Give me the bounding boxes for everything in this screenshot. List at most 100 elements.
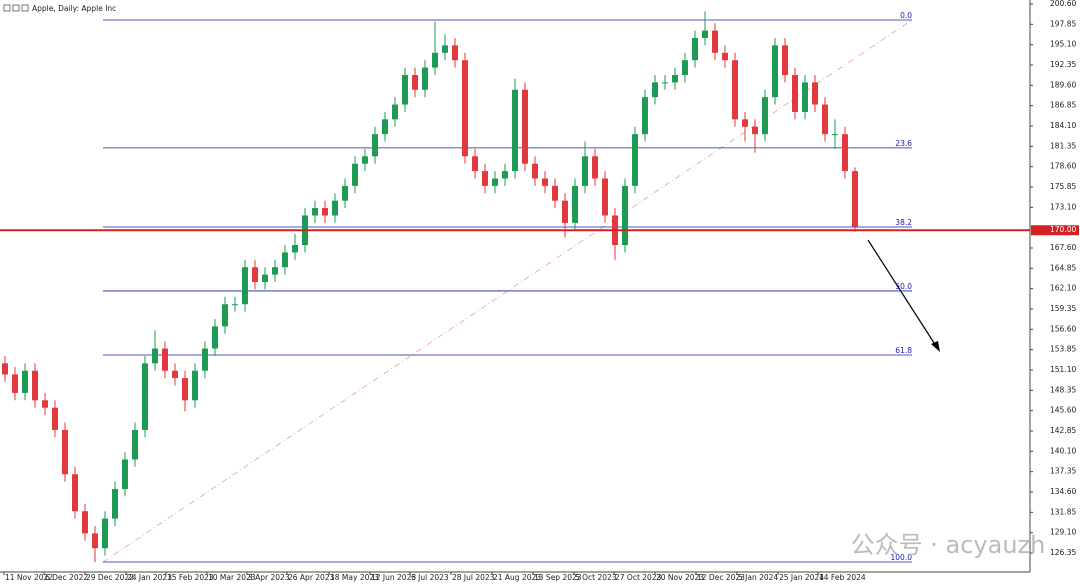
y-tick-label: 134.60 — [1050, 487, 1076, 496]
chart-title: Apple, Daily: Apple Inc — [32, 4, 116, 13]
candle-body — [742, 119, 748, 127]
y-tick-label: 184.10 — [1050, 121, 1076, 130]
candle-body — [262, 274, 268, 283]
candle-body — [312, 208, 318, 216]
fib-label: 100.0 — [891, 553, 913, 562]
candle-body — [452, 45, 458, 61]
fib-label: 50.0 — [895, 282, 912, 291]
y-tick-label: 173.10 — [1050, 202, 1076, 211]
y-tick-label: 189.60 — [1050, 80, 1076, 89]
candle-body — [672, 74, 678, 83]
candle-body — [712, 30, 718, 53]
x-tick-label: 12 Dec 2023 — [697, 573, 745, 582]
y-tick-label: 153.85 — [1050, 345, 1076, 354]
candle-body — [562, 200, 568, 223]
x-tick-label: 6 Dec 2022 — [45, 573, 88, 582]
y-tick-label: 178.60 — [1050, 162, 1076, 171]
candle-body — [832, 134, 838, 136]
x-tick-label: 13 Sep 2023 — [534, 573, 582, 582]
candle-body — [432, 52, 438, 68]
candle-body — [662, 82, 668, 84]
y-tick-label: 145.60 — [1050, 406, 1076, 415]
x-tick-label: 11 Nov 2022 — [5, 573, 53, 582]
x-tick-label: 15 Feb 2023 — [167, 573, 214, 582]
candle-body — [322, 208, 328, 216]
candle-body — [732, 60, 738, 120]
candle-body — [752, 126, 758, 135]
candle-body — [242, 267, 248, 305]
candle-body — [102, 518, 108, 549]
candle-body — [382, 119, 388, 135]
candle-body — [552, 185, 558, 201]
x-tick-label: 18 May 2023 — [330, 573, 379, 582]
candle-body — [822, 104, 828, 135]
y-tick-label: 148.35 — [1050, 385, 1076, 394]
fib-label: 0.0 — [900, 11, 912, 20]
candle-body — [32, 370, 38, 401]
x-tick-label: 14 Feb 2024 — [819, 573, 866, 582]
candle-body — [572, 185, 578, 223]
candle-body — [162, 348, 168, 371]
candle-body — [342, 185, 348, 201]
candle-body — [522, 89, 528, 164]
candle-body — [82, 511, 88, 534]
candle-body — [472, 156, 478, 172]
candle-body — [652, 82, 658, 98]
y-tick-label: 162.10 — [1050, 284, 1076, 293]
candle-body — [212, 326, 218, 349]
y-tick-label: 131.85 — [1050, 507, 1076, 516]
candle-body — [772, 45, 778, 98]
candle-body — [592, 156, 598, 179]
candle-body — [142, 363, 148, 430]
current-price-label: 170.00 — [1050, 225, 1076, 234]
candle-body — [602, 178, 608, 216]
candle-body — [492, 178, 498, 186]
candle-body — [582, 156, 588, 186]
current-price-box — [1031, 225, 1079, 236]
candle-body — [852, 171, 858, 227]
arrow — [867, 239, 940, 352]
x-tick-label: 5 Oct 2023 — [575, 573, 617, 582]
candle-body — [22, 370, 28, 393]
candle-body — [842, 134, 848, 172]
y-tick-label: 195.10 — [1050, 40, 1076, 49]
y-tick-label: 197.85 — [1050, 19, 1076, 28]
x-tick-label: 20 Nov 2023 — [656, 573, 704, 582]
candle-body — [252, 267, 258, 283]
candle-body — [42, 400, 48, 408]
candle-body — [812, 82, 818, 105]
x-tick-label: 10 Mar 2023 — [208, 573, 256, 582]
candle-body — [512, 89, 518, 172]
candle-body — [52, 407, 58, 430]
candle-body — [402, 74, 408, 105]
candle-body — [442, 45, 448, 53]
candle-body — [182, 378, 188, 401]
candle-body — [792, 74, 798, 112]
candle-body — [782, 45, 788, 75]
y-tick-label: 192.35 — [1050, 60, 1076, 69]
candle-body — [172, 370, 178, 379]
fib-label: 23.6 — [895, 139, 912, 148]
candle-body — [132, 429, 138, 460]
x-tick-label: 25 Jan 2024 — [779, 573, 824, 582]
y-tick-label: 200.60 — [1050, 0, 1076, 8]
candle-body — [532, 163, 538, 179]
fib-label: 61.8 — [895, 346, 912, 355]
y-tick-label: 159.35 — [1050, 304, 1076, 313]
candle-body — [352, 163, 358, 186]
y-tick-label: 126.35 — [1050, 548, 1076, 557]
candle-body — [802, 82, 808, 112]
y-tick-label: 151.10 — [1050, 365, 1076, 374]
title-icon — [3, 4, 29, 12]
y-tick-label: 142.85 — [1050, 426, 1076, 435]
candle-body — [112, 489, 118, 519]
candle-body — [702, 30, 708, 39]
candle-body — [232, 304, 238, 306]
y-tick-label: 137.35 — [1050, 467, 1076, 476]
candle-body — [682, 60, 688, 75]
candle-body — [392, 104, 398, 120]
candle-body — [92, 533, 98, 549]
